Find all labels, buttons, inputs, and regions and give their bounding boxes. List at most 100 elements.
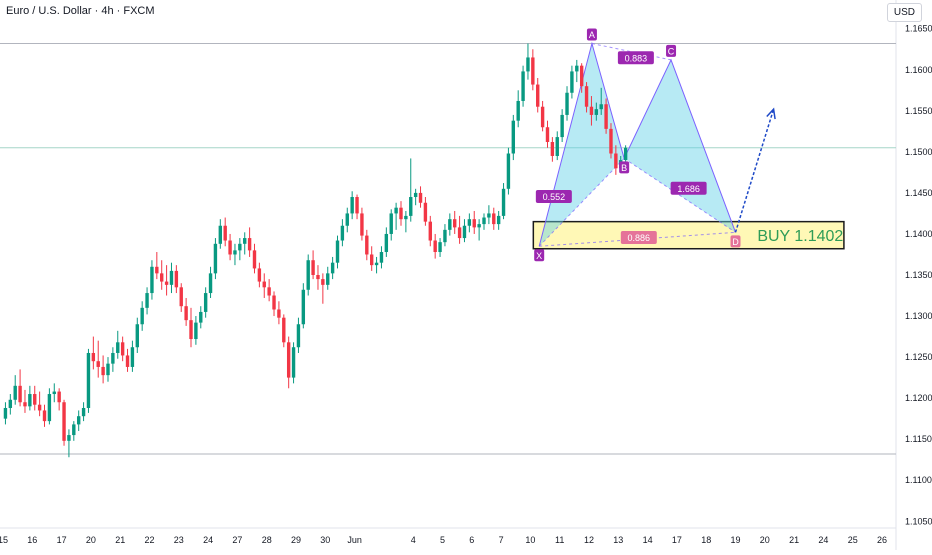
candle: [321, 273, 325, 304]
candle: [18, 369, 22, 407]
y-tick-label: 1.10500: [905, 516, 932, 526]
candle: [160, 260, 164, 290]
candle: [164, 265, 169, 296]
candle: [311, 250, 315, 280]
candle: [555, 131, 559, 161]
pattern-ratio-line: [591, 43, 672, 61]
candle: [457, 215, 462, 244]
point-label-bg: [586, 28, 597, 41]
point-label-bg: [619, 161, 630, 174]
candle: [389, 209, 393, 241]
ratio-label-bg: [670, 181, 707, 195]
y-tick-label: 1.14500: [905, 188, 932, 198]
candle: [67, 429, 71, 458]
candle: [374, 256, 379, 274]
candle: [413, 188, 418, 206]
x-tick-label: 6: [469, 535, 474, 545]
ratio-label: 0.883: [625, 53, 648, 63]
point-label-bg: [730, 235, 741, 248]
candle: [453, 210, 457, 234]
candle: [570, 65, 574, 99]
candle: [448, 213, 452, 236]
candle: [462, 219, 467, 243]
candle: [575, 59, 579, 83]
candle: [589, 96, 594, 126]
ratio-label: 1.686: [677, 184, 700, 194]
candle: [233, 243, 237, 266]
currency-button[interactable]: USD: [886, 3, 922, 22]
candle: [604, 98, 608, 134]
candle: [360, 207, 364, 241]
x-tick-label: 18: [701, 535, 711, 545]
y-tick-label: 1.16000: [905, 65, 932, 75]
x-tick-label: 17: [57, 535, 67, 545]
candle: [443, 224, 447, 247]
candle: [194, 316, 198, 345]
candle: [42, 404, 47, 427]
candle: [340, 219, 345, 247]
buy-zone: [532, 220, 845, 250]
x-tick-label: 4: [411, 535, 416, 545]
candle: [28, 385, 32, 411]
candle: [130, 340, 135, 372]
point-label-X: X: [536, 251, 542, 261]
candle: [76, 410, 81, 431]
x-tick-label: 24: [203, 535, 213, 545]
candle: [174, 265, 179, 294]
x-tick-label: 23: [174, 535, 184, 545]
candle: [492, 207, 496, 230]
candle: [23, 389, 27, 413]
candle: [335, 235, 340, 269]
x-tick-label: 12: [584, 535, 594, 545]
candle: [37, 391, 42, 417]
x-tick-label: 13: [613, 535, 623, 545]
projection-arrow: [734, 108, 775, 233]
x-tick-label: 29: [291, 535, 301, 545]
candle: [394, 202, 398, 230]
candle: [526, 43, 530, 80]
candle: [257, 262, 262, 288]
candle: [384, 227, 389, 257]
y-tick-label: 1.12500: [905, 352, 932, 362]
candle: [223, 217, 227, 247]
candle: [247, 227, 252, 257]
candle: [203, 287, 208, 318]
candle: [418, 186, 423, 208]
x-tick-label: 27: [232, 535, 242, 545]
candle: [228, 233, 232, 261]
x-tick-label: 17: [672, 535, 682, 545]
candle: [301, 283, 306, 329]
candle: [482, 213, 486, 230]
x-tick-label: 10: [525, 535, 535, 545]
candle: [550, 137, 555, 162]
candle: [52, 383, 56, 403]
candle: [506, 147, 511, 195]
candle: [262, 273, 266, 298]
candle: [179, 283, 183, 312]
candle: [199, 306, 203, 329]
candle: [316, 265, 320, 290]
candle: [150, 260, 154, 300]
x-tick-label: 30: [320, 535, 330, 545]
candle: [252, 243, 257, 274]
pattern-ratio-line: [538, 158, 625, 247]
x-tick-label: 20: [760, 535, 770, 545]
candle: [72, 421, 76, 441]
y-tick-label: 1.15500: [905, 106, 932, 116]
candle: [86, 348, 91, 413]
ratio-label: 0.886: [628, 233, 651, 243]
x-tick-label: 19: [730, 535, 740, 545]
y-tick-label: 1.15000: [905, 147, 932, 157]
candle: [291, 342, 296, 384]
candle: [355, 194, 359, 220]
x-tick-label: 20: [86, 535, 96, 545]
candle: [545, 120, 550, 148]
candle: [399, 201, 403, 226]
candle: [81, 402, 86, 422]
symbol-title: Euro / U.S. Dollar · 4h · FXCM: [6, 5, 155, 17]
candle: [584, 82, 589, 113]
y-tick-label: 1.12000: [905, 393, 932, 403]
candle: [531, 49, 535, 91]
candle: [91, 336, 96, 370]
